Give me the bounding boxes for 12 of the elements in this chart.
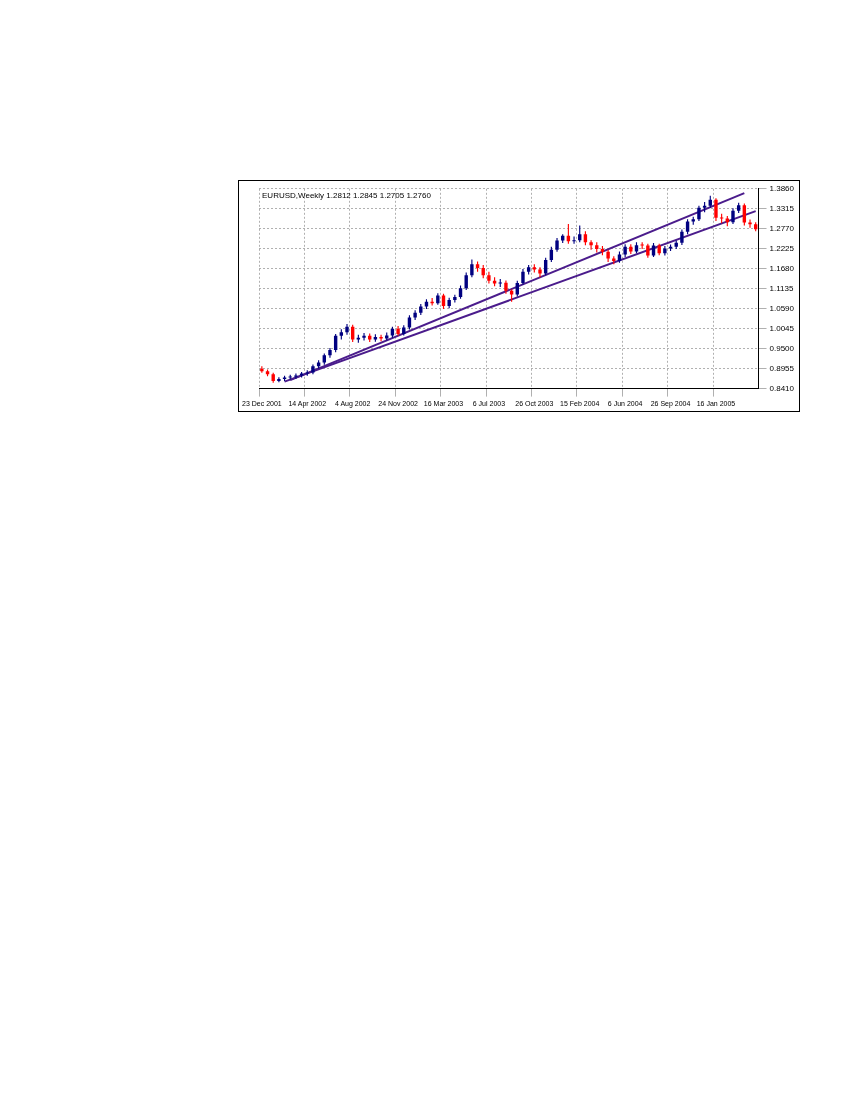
y-tick-label: 1.0045: [769, 323, 795, 333]
y-tick-label: 1.0590: [769, 303, 795, 313]
y-tick-label: 0.8955: [769, 363, 795, 373]
y-tick-label: 1.2770: [769, 223, 795, 233]
y-tick-label: 1.1135: [769, 283, 794, 293]
y-tick-label: 0.9500: [769, 343, 795, 353]
y-tick-label: 0.8410: [769, 383, 795, 393]
chart-title: EURUSD,Weekly 1.2812 1.2845 1.2705 1.2760: [262, 191, 432, 200]
y-tick-label: 1.3860: [769, 184, 795, 193]
y-tick-label: 1.3315: [769, 203, 795, 213]
y-tick-label: 1.2225: [769, 243, 795, 253]
y-tick-label: 1.1680: [769, 263, 795, 273]
